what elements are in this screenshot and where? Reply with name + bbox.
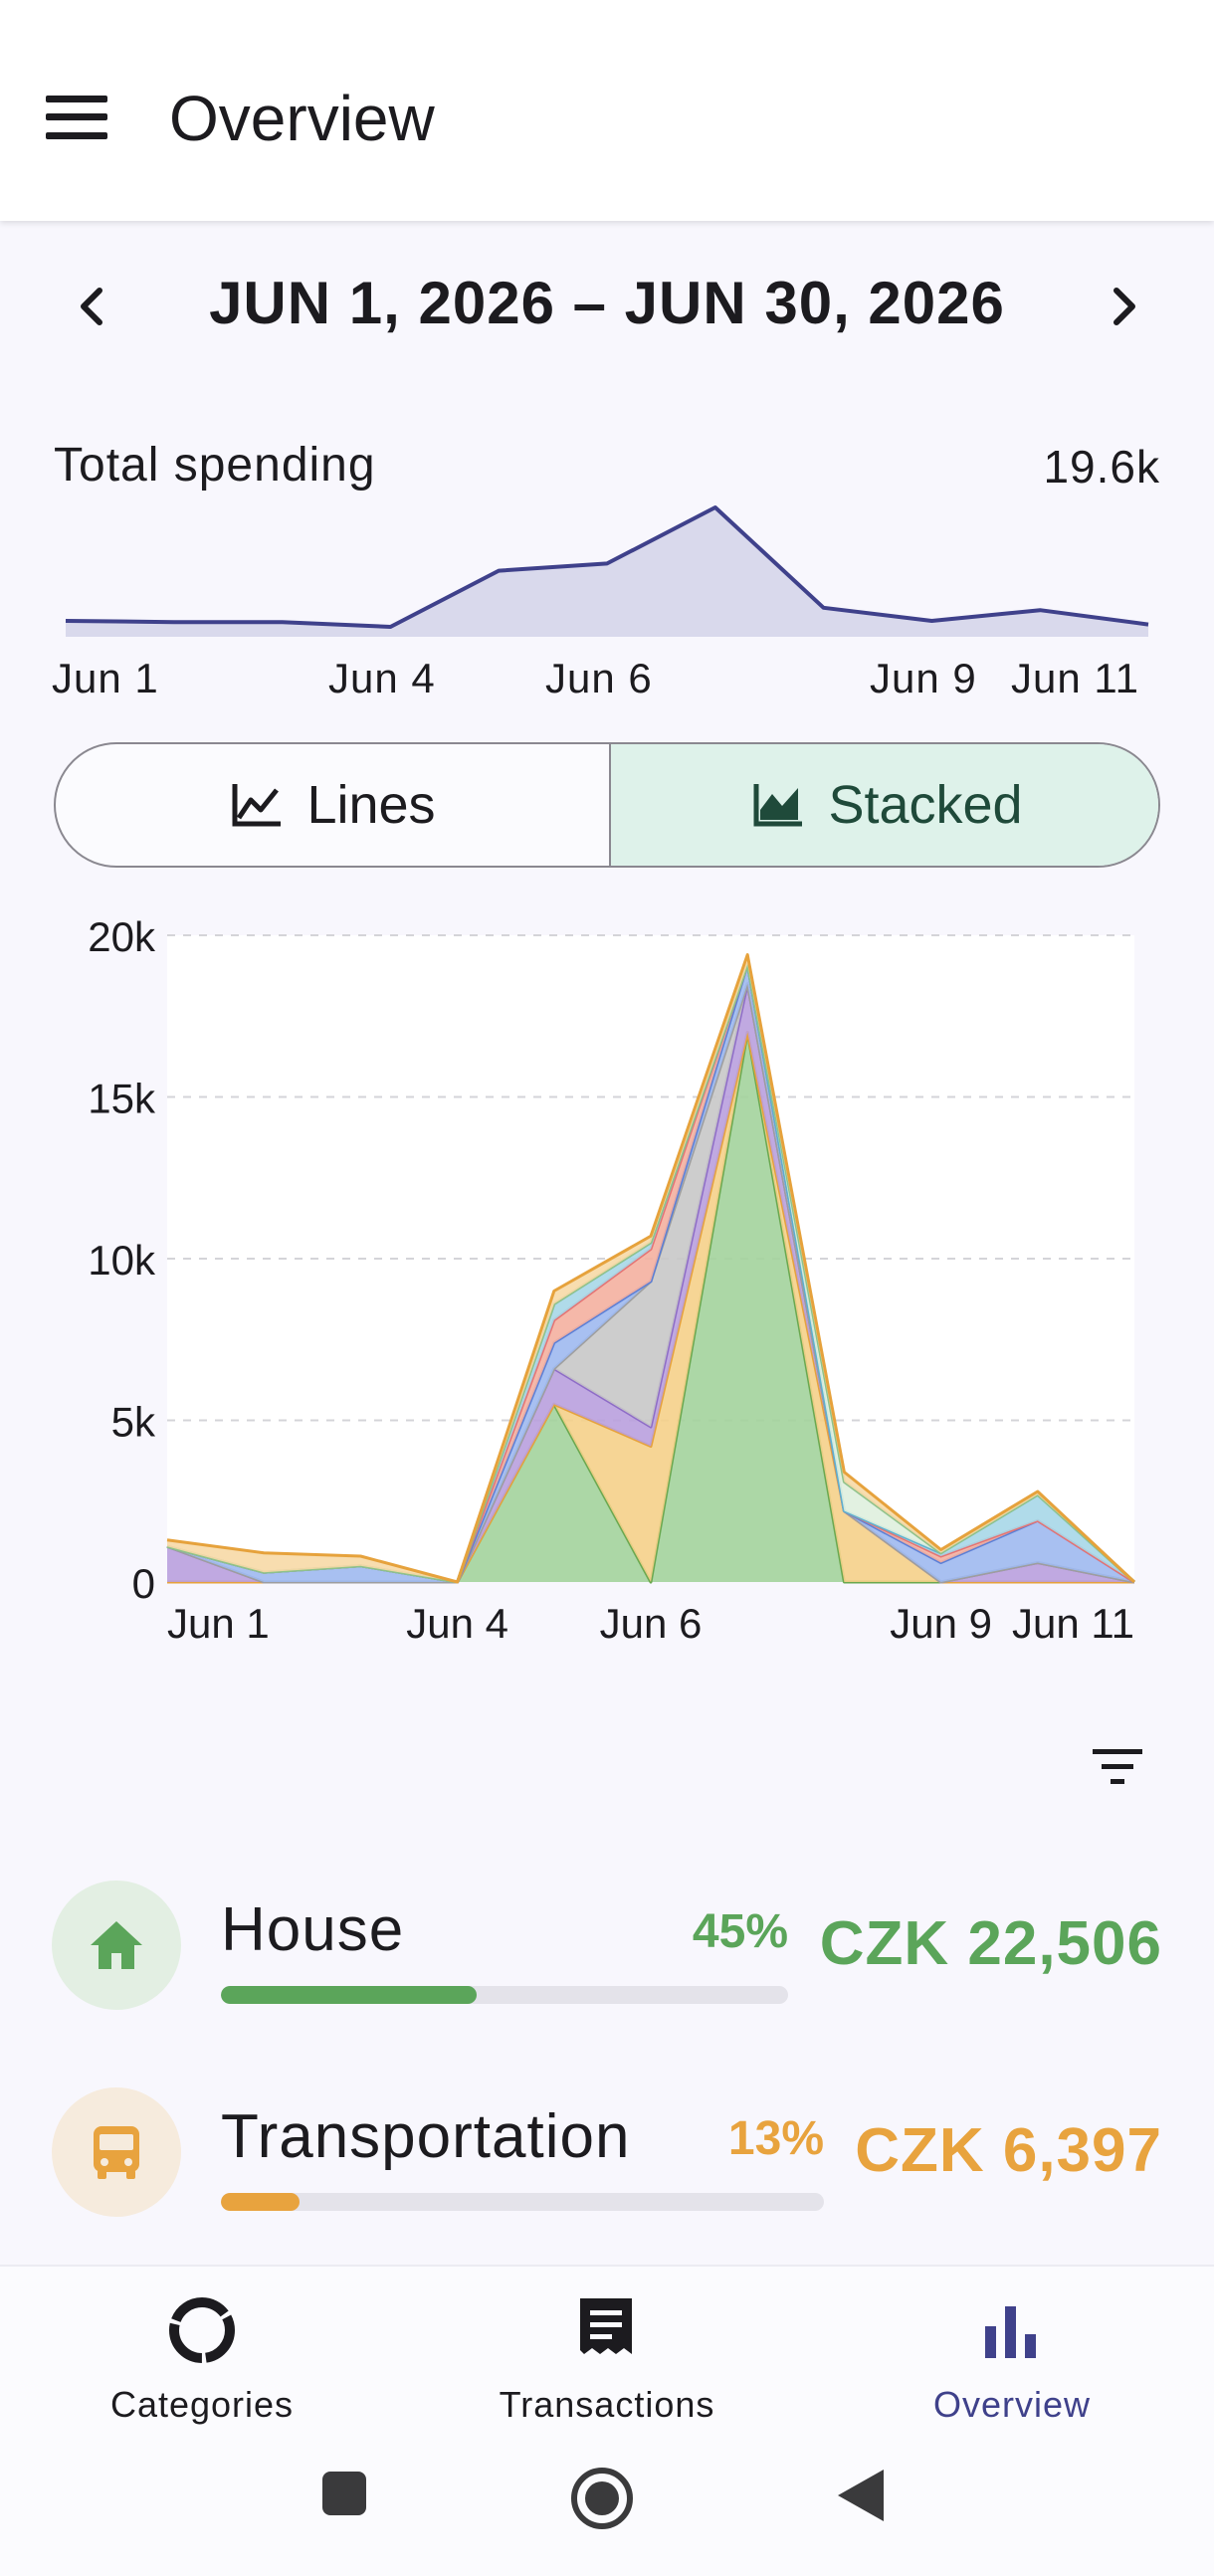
square-icon[interactable]	[320, 2470, 368, 2517]
area-chart-icon	[753, 784, 803, 827]
bar-chart-icon	[985, 2306, 1036, 2358]
nav-label: Categories	[109, 2384, 295, 2425]
total-spending-label: Total spending	[54, 439, 376, 492]
stacked-toggle-button[interactable]: Stacked	[609, 744, 1158, 866]
chevron-right-icon[interactable]	[1095, 277, 1154, 336]
bottom-navigation: Categories Transactions Overview	[0, 2265, 1214, 2576]
category-row-transportation[interactable]: Transportation 13% CZK 6,397	[0, 2078, 1214, 2237]
house-icon	[52, 1881, 181, 2010]
home-circle-icon[interactable]	[569, 2466, 635, 2531]
date-range-label: JUN 1, 2026 – JUN 30, 2026	[209, 270, 1005, 336]
nav-item-categories[interactable]: Categories	[0, 2267, 404, 2466]
category-percent: 13%	[727, 2112, 824, 2165]
nav-label: Overview	[932, 2384, 1092, 2425]
category-percent: 45%	[692, 1905, 788, 1958]
stacked-area-series	[167, 1032, 1134, 1582]
back-triangle-icon[interactable]	[832, 2466, 888, 2525]
chart-mode-toggle: Lines Stacked	[54, 742, 1160, 868]
category-amount: CZK 6,397	[855, 2116, 1162, 2185]
category-row-house[interactable]: House 45% CZK 22,506	[0, 1871, 1214, 2030]
receipt-icon	[580, 2298, 632, 2354]
sparkline-x-label: Jun 9	[870, 655, 977, 701]
stacked-area-series	[167, 964, 1134, 1582]
app-bar: Overview	[0, 0, 1214, 221]
lines-toggle-label: Lines	[306, 775, 436, 835]
category-name: Transportation	[221, 2102, 631, 2171]
x-tick-label: Jun 1	[167, 1600, 270, 1647]
y-tick-label: 10k	[88, 1237, 156, 1284]
y-tick-label: 0	[132, 1560, 155, 1607]
page-title: Overview	[169, 83, 435, 154]
category-progress-bar	[221, 2193, 824, 2211]
x-tick-label: Jun 9	[890, 1600, 992, 1647]
bus-icon	[52, 2087, 181, 2217]
category-amount: CZK 22,506	[819, 1909, 1162, 1978]
stacked-area-chart: 0 5k 10k 15k 20k Jun 1 Jun 4 Jun 6 Jun 9 Jun 11	[88, 913, 1136, 1647]
menu-icon[interactable]	[46, 96, 107, 139]
sparkline-x-label: Jun 6	[545, 655, 653, 701]
sparkline-x-label: Jun 4	[328, 655, 436, 701]
y-tick-label: 20k	[88, 913, 156, 960]
nav-item-transactions[interactable]: Transactions	[405, 2267, 809, 2466]
stacked-area-series-line	[166, 953, 1136, 1584]
stacked-area-series	[167, 964, 1134, 1582]
y-tick-label: 15k	[88, 1076, 156, 1122]
x-tick-label: Jun 11	[1012, 1600, 1134, 1647]
sparkline-x-label: Jun 11	[1011, 655, 1139, 701]
x-tick-label: Jun 6	[600, 1600, 703, 1647]
category-progress-bar	[221, 1986, 788, 2004]
y-tick-label: 5k	[111, 1399, 156, 1446]
chevron-left-icon[interactable]	[62, 277, 121, 336]
total-spending-value: 19.6k	[1043, 441, 1160, 493]
lines-toggle-button[interactable]: Lines	[56, 744, 609, 866]
x-tick-label: Jun 4	[406, 1600, 508, 1647]
sparkline-area	[66, 507, 1148, 637]
nav-label: Transactions	[499, 2384, 715, 2425]
nav-item-overview[interactable]: Overview	[810, 2267, 1214, 2466]
category-name: House	[221, 1895, 405, 1964]
sparkline-line	[65, 505, 1149, 629]
donut-icon	[169, 2297, 235, 2363]
sparkline-x-label: Jun 1	[52, 655, 159, 701]
line-chart-icon	[232, 784, 282, 827]
filter-icon[interactable]	[1091, 1747, 1144, 1787]
total-spending-sparkline	[65, 505, 1149, 637]
stacked-toggle-label: Stacked	[828, 775, 1023, 835]
